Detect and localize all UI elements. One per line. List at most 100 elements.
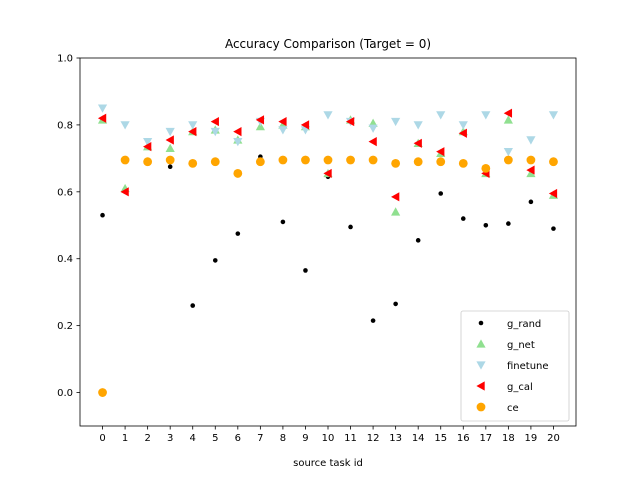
data-point xyxy=(413,157,423,167)
data-point xyxy=(98,388,107,397)
series-g-rand xyxy=(100,154,556,323)
data-point xyxy=(551,226,556,231)
x-tick-label: 11 xyxy=(344,433,357,444)
y-tick-label: 0.8 xyxy=(57,120,73,131)
data-point xyxy=(483,222,489,228)
data-point xyxy=(278,116,287,127)
x-tick-label: 1 xyxy=(122,433,128,444)
legend-marker xyxy=(476,402,486,412)
legend-label: g_rand xyxy=(507,319,541,330)
legend-label: ce xyxy=(507,403,519,414)
x-tick-label: 13 xyxy=(389,433,402,444)
y-tick-label: 0.6 xyxy=(57,187,73,198)
data-point xyxy=(188,121,198,130)
data-point xyxy=(503,115,513,124)
data-point xyxy=(233,169,243,178)
data-point xyxy=(481,111,491,120)
data-point xyxy=(323,155,333,165)
data-point xyxy=(97,113,107,123)
legend-marker xyxy=(476,381,485,391)
data-point xyxy=(526,155,536,165)
x-tick-label: 0 xyxy=(99,433,105,444)
data-point xyxy=(210,157,220,167)
data-point xyxy=(391,192,400,202)
data-point xyxy=(413,138,422,148)
data-point xyxy=(370,318,376,323)
data-point xyxy=(143,157,153,167)
legend-label: g_cal xyxy=(507,382,533,393)
data-point xyxy=(255,115,265,125)
data-point xyxy=(348,224,353,230)
series-finetune xyxy=(97,104,559,157)
data-point xyxy=(528,199,534,205)
data-point xyxy=(212,258,218,263)
x-tick-label: 8 xyxy=(280,433,286,444)
data-point xyxy=(323,111,333,120)
data-point xyxy=(143,137,153,147)
data-point xyxy=(190,303,196,308)
data-point xyxy=(415,238,421,243)
data-point xyxy=(280,219,286,225)
data-point xyxy=(458,158,468,168)
legend-box xyxy=(460,310,570,422)
x-tick-label: 12 xyxy=(367,433,380,444)
data-point xyxy=(345,116,355,127)
data-point xyxy=(548,188,558,199)
data-point xyxy=(458,128,467,138)
data-point xyxy=(235,231,241,236)
data-point xyxy=(526,168,536,178)
data-point xyxy=(391,117,401,127)
y-tick-label: 0.4 xyxy=(57,254,73,265)
x-tick-label: 17 xyxy=(479,433,492,444)
y-tick-label: 0.0 xyxy=(57,388,73,399)
data-point xyxy=(167,164,173,170)
x-tick-label: 9 xyxy=(302,433,308,444)
x-tick-label: 7 xyxy=(257,433,263,444)
data-point xyxy=(549,157,558,167)
x-tick-label: 14 xyxy=(412,433,425,444)
data-point xyxy=(481,164,491,173)
data-point xyxy=(368,155,378,165)
data-point xyxy=(100,212,105,218)
y-tick-label: 1.0 xyxy=(57,54,73,65)
data-point xyxy=(97,104,108,113)
data-point xyxy=(506,221,511,226)
legend-marker xyxy=(476,361,486,370)
data-point xyxy=(503,155,513,165)
data-point xyxy=(346,155,355,165)
y-tick-label: 0.2 xyxy=(57,321,73,332)
axes: 0 1 2 3 4 5 6 7 8 9 10 11 12 13 14 15 16 17 18 19 200.00.20.… xyxy=(57,54,577,444)
data-point xyxy=(436,147,445,157)
data-point xyxy=(233,137,243,147)
legend-label: finetune xyxy=(507,361,549,372)
data-point xyxy=(303,268,308,273)
data-point xyxy=(458,121,468,130)
x-axis-label: source task id xyxy=(293,458,363,469)
data-point xyxy=(165,155,175,165)
data-point xyxy=(255,157,265,167)
data-point xyxy=(391,207,401,216)
data-point xyxy=(323,168,332,179)
data-point xyxy=(460,216,466,221)
data-point xyxy=(188,127,197,137)
data-point xyxy=(210,116,219,127)
x-tick-label: 15 xyxy=(434,433,447,444)
data-point xyxy=(436,111,446,120)
data-point xyxy=(393,301,398,307)
data-point xyxy=(278,126,288,135)
data-point xyxy=(391,158,401,168)
x-tick-label: 19 xyxy=(525,433,538,444)
data-point xyxy=(120,187,129,197)
data-point xyxy=(413,121,423,130)
data-point xyxy=(526,136,536,145)
data-point xyxy=(120,121,130,130)
data-point xyxy=(143,142,152,152)
x-tick-label: 18 xyxy=(502,433,515,444)
legend-marker xyxy=(478,320,484,326)
plot-marks xyxy=(97,104,559,397)
data-point xyxy=(548,111,559,120)
data-point xyxy=(120,155,130,165)
data-point xyxy=(503,108,513,118)
